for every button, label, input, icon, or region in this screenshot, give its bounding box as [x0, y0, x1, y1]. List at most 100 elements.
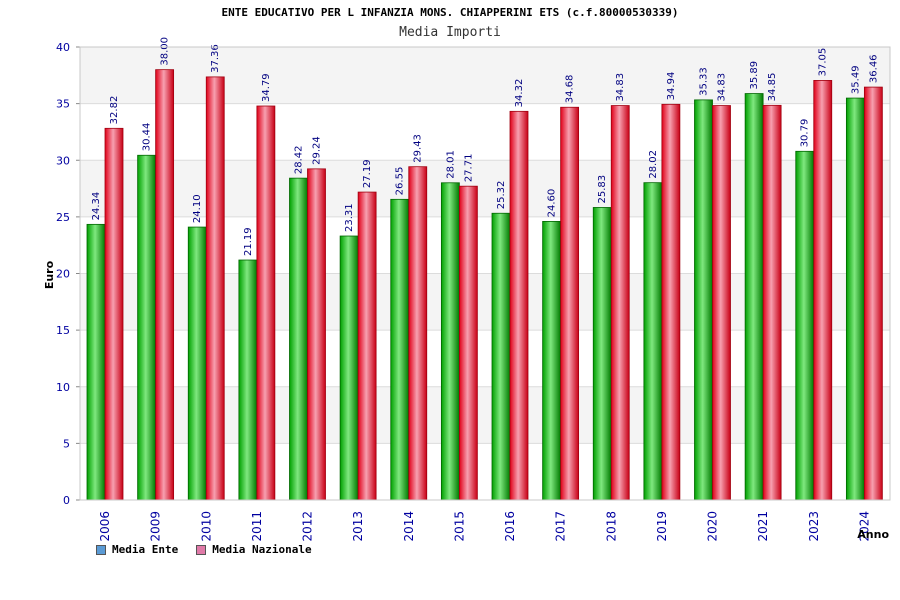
x-tick-label: 2024 — [857, 511, 871, 542]
legend-item-ente: Media Ente — [96, 543, 178, 556]
data-label: 34.83 — [717, 73, 728, 102]
legend: Media Ente Media Nazionale — [96, 543, 312, 556]
legend-item-nazionale: Media Nazionale — [196, 543, 312, 556]
y-tick-label: 40 — [56, 41, 70, 54]
y-tick-label: 35 — [56, 98, 70, 111]
bar-nazionale — [205, 76, 225, 501]
x-tick-label: 2021 — [756, 511, 770, 542]
data-label: 25.83 — [597, 175, 608, 204]
x-tick-label: 2019 — [655, 511, 669, 542]
x-axis-label: Anno — [857, 528, 889, 541]
bar-ente — [542, 221, 562, 501]
chart-title: ENTE EDUCATIVO PER L INFANZIA MONS. CHIA… — [221, 6, 679, 19]
x-tick-label: 2017 — [554, 511, 568, 542]
data-label: 30.44 — [142, 123, 153, 152]
bar-ente — [592, 207, 612, 501]
bar-nazionale — [762, 104, 782, 501]
bar-nazionale — [256, 105, 276, 501]
x-tick-label: 2010 — [199, 511, 213, 542]
bar-nazionale — [458, 185, 478, 501]
bar-nazionale — [813, 80, 833, 501]
data-label: 34.79 — [261, 73, 272, 102]
data-label: 24.60 — [547, 189, 558, 218]
bar-ente — [845, 97, 865, 501]
data-labels: 24.34 32.82 30.44 38.00 24.10 37.36 21.19 34.79… — [91, 37, 879, 256]
x-tick-label: 2006 — [98, 511, 112, 542]
x-tick-label: 2012 — [301, 511, 315, 542]
bar-nazionale — [104, 127, 124, 501]
data-label: 37.36 — [210, 44, 221, 73]
data-label: 25.32 — [496, 181, 507, 210]
legend-swatch-nazionale — [196, 544, 207, 555]
data-label: 38.00 — [160, 37, 171, 66]
bar-nazionale — [408, 166, 428, 501]
y-tick-label: 10 — [56, 381, 70, 394]
data-label: 24.10 — [192, 194, 203, 223]
data-label: 35.89 — [749, 61, 760, 90]
bar-ente — [238, 259, 258, 501]
bar-ente — [694, 99, 713, 501]
y-tick-label: 30 — [56, 154, 70, 167]
bar-nazionale — [712, 105, 731, 501]
bar-ente — [795, 150, 815, 501]
bar-ente — [491, 212, 511, 501]
x-tick-label: 2013 — [351, 511, 365, 542]
legend-swatch-ente — [96, 544, 106, 555]
y-tick-label: 5 — [63, 437, 70, 450]
bar-ente — [744, 93, 764, 501]
bar-nazionale — [509, 110, 529, 501]
legend-label-ente: Media Ente — [112, 543, 179, 556]
bar-nazionale — [863, 86, 883, 501]
bar-ente — [440, 182, 460, 501]
data-label: 35.33 — [699, 67, 710, 96]
bar-ente — [390, 198, 410, 501]
x-tick-label: 2015 — [452, 511, 466, 542]
x-tick-label: 2014 — [402, 511, 416, 542]
x-tick-label: 2011 — [250, 511, 264, 542]
x-tick-label: 2016 — [503, 511, 517, 542]
bar-nazionale — [560, 106, 580, 501]
axes: 0 5 10 15 20 25 30 35 40 2006 2009 2010 2011 2012 2013… — [56, 41, 891, 542]
bar-nazionale — [357, 191, 377, 501]
data-label: 23.31 — [344, 203, 355, 232]
bar-nazionale — [155, 69, 175, 501]
data-label: 32.82 — [109, 96, 120, 125]
chart-subtitle: Media Importi — [399, 25, 501, 40]
legend-label-nazionale: Media Nazionale — [212, 543, 312, 556]
y-tick-label: 25 — [56, 211, 70, 224]
bar-ente — [289, 177, 308, 501]
bar-ente — [86, 223, 106, 501]
data-label: 34.94 — [666, 72, 677, 101]
data-label: 21.19 — [243, 227, 254, 256]
x-tick-label: 2023 — [807, 511, 821, 542]
x-tick-label: 2020 — [706, 511, 720, 542]
data-label: 28.02 — [648, 150, 659, 179]
data-label: 34.32 — [514, 79, 525, 108]
data-label: 29.43 — [413, 134, 424, 163]
y-tick-label: 0 — [63, 494, 70, 507]
data-label: 34.68 — [565, 75, 576, 104]
data-label: 28.42 — [294, 146, 305, 175]
data-label: 37.05 — [818, 48, 829, 77]
data-label: 24.34 — [91, 192, 102, 221]
bar-ente — [339, 235, 359, 501]
x-tick-label: 2009 — [149, 511, 163, 542]
plot-border — [79, 46, 891, 501]
data-label: 27.19 — [362, 159, 373, 188]
bar-ente — [187, 226, 207, 501]
y-axis-label: Euro — [43, 260, 56, 289]
data-label: 29.24 — [312, 136, 323, 165]
y-tick-label: 20 — [56, 268, 70, 281]
data-label: 28.01 — [445, 150, 456, 179]
bar-ente — [643, 182, 663, 501]
data-label: 35.49 — [850, 65, 861, 94]
data-label: 26.55 — [395, 167, 406, 196]
y-tick-label: 15 — [56, 324, 70, 337]
data-label: 34.83 — [615, 73, 626, 102]
data-label: 34.85 — [767, 73, 778, 102]
data-label: 27.71 — [463, 154, 474, 183]
bar-nazionale — [661, 103, 681, 501]
bar-ente — [137, 154, 157, 501]
data-label: 36.46 — [868, 54, 879, 83]
